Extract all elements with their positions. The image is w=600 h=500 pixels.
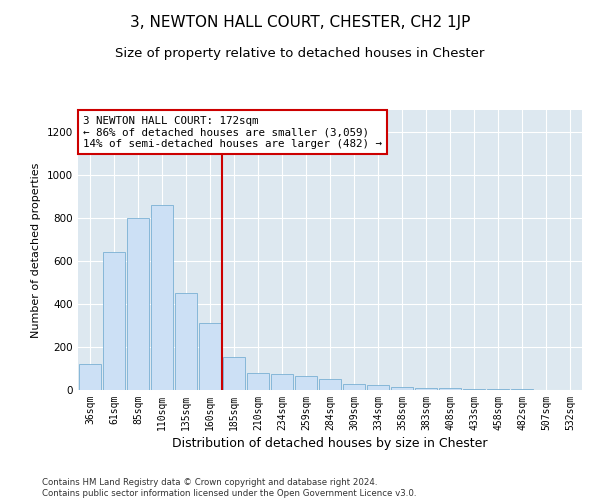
Bar [271, 374, 293, 390]
Bar [487, 389, 509, 390]
Bar [391, 387, 413, 390]
Bar [367, 384, 389, 390]
Bar [127, 218, 149, 390]
Text: 3 NEWTON HALL COURT: 172sqm
← 86% of detached houses are smaller (3,059)
14% of : 3 NEWTON HALL COURT: 172sqm ← 86% of det… [83, 116, 382, 149]
Text: Size of property relative to detached houses in Chester: Size of property relative to detached ho… [115, 48, 485, 60]
Bar [151, 205, 173, 390]
Bar [223, 356, 245, 390]
Bar [103, 252, 125, 390]
Bar [415, 388, 437, 390]
Bar [343, 384, 365, 390]
Bar [199, 323, 221, 390]
Bar [463, 389, 485, 390]
X-axis label: Distribution of detached houses by size in Chester: Distribution of detached houses by size … [172, 437, 488, 450]
Bar [295, 376, 317, 390]
Bar [79, 364, 101, 390]
Bar [439, 388, 461, 390]
Bar [319, 379, 341, 390]
Bar [175, 293, 197, 390]
Text: 3, NEWTON HALL COURT, CHESTER, CH2 1JP: 3, NEWTON HALL COURT, CHESTER, CH2 1JP [130, 15, 470, 30]
Y-axis label: Number of detached properties: Number of detached properties [31, 162, 41, 338]
Bar [247, 373, 269, 390]
Text: Contains HM Land Registry data © Crown copyright and database right 2024.
Contai: Contains HM Land Registry data © Crown c… [42, 478, 416, 498]
